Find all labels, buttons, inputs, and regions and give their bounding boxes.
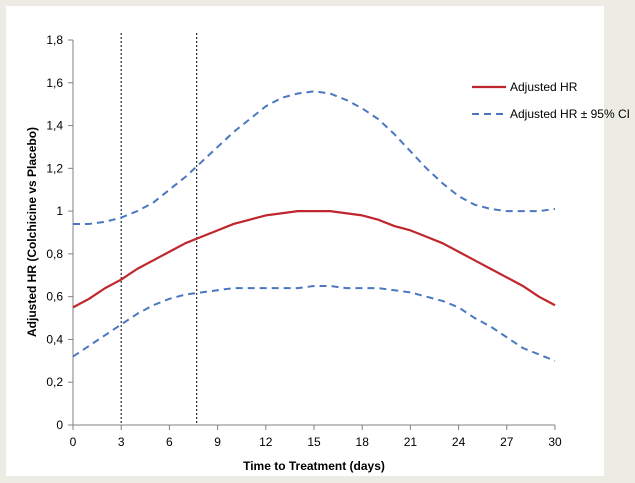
axes — [72, 40, 555, 426]
legend: Adjusted HR Adjusted HR ± 95% CI — [472, 80, 630, 121]
x-tick-label: 24 — [452, 435, 466, 449]
reference-lines — [120, 33, 198, 425]
x-axis-title: Time to Treatment (days) — [243, 459, 385, 473]
y-tick-label: 0,2 — [46, 375, 63, 389]
legend-label-adjusted-hr: Adjusted HR — [510, 80, 578, 94]
x-tick-label: 18 — [356, 435, 370, 449]
y-tick-label: 1 — [56, 204, 63, 218]
legend-label-ci: Adjusted HR ± 95% CI — [510, 107, 630, 121]
y-tick-label: 0,4 — [46, 332, 63, 346]
y-tick-label: 1,6 — [46, 76, 63, 90]
x-ticks: 0 3 6 9 12 15 18 21 24 27 30 — [70, 425, 562, 449]
chart-frame — [6, 6, 604, 476]
x-tick-label: 3 — [118, 435, 125, 449]
x-tick-label: 15 — [307, 435, 321, 449]
series-line-ci-upper — [73, 90, 556, 225]
x-tick-label: 9 — [214, 435, 221, 449]
x-tick-label: 30 — [548, 435, 562, 449]
x-tick-label: 12 — [259, 435, 273, 449]
series-line-adjusted-hr — [72, 210, 556, 309]
y-tick-label: 0,8 — [46, 247, 63, 261]
y-tick-label: 1,2 — [46, 161, 63, 175]
x-tick-label: 27 — [500, 435, 514, 449]
x-tick-label: 0 — [70, 435, 77, 449]
series-layer — [72, 90, 556, 362]
y-tick-label: 0 — [56, 418, 63, 432]
x-tick-label: 21 — [404, 435, 418, 449]
y-tick-label: 0,6 — [46, 290, 63, 304]
y-tick-label: 1,4 — [46, 119, 63, 133]
x-tick-label: 6 — [166, 435, 173, 449]
y-axis-title: Adjusted HR (Colchicine vs Placebo) — [25, 127, 39, 337]
y-ticks: 0 0,2 0,4 0,6 0,8 1 1,2 1,4 1,6 1,8 — [46, 33, 73, 432]
y-tick-label: 1,8 — [46, 33, 63, 47]
series-line-ci-lower — [72, 284, 556, 362]
